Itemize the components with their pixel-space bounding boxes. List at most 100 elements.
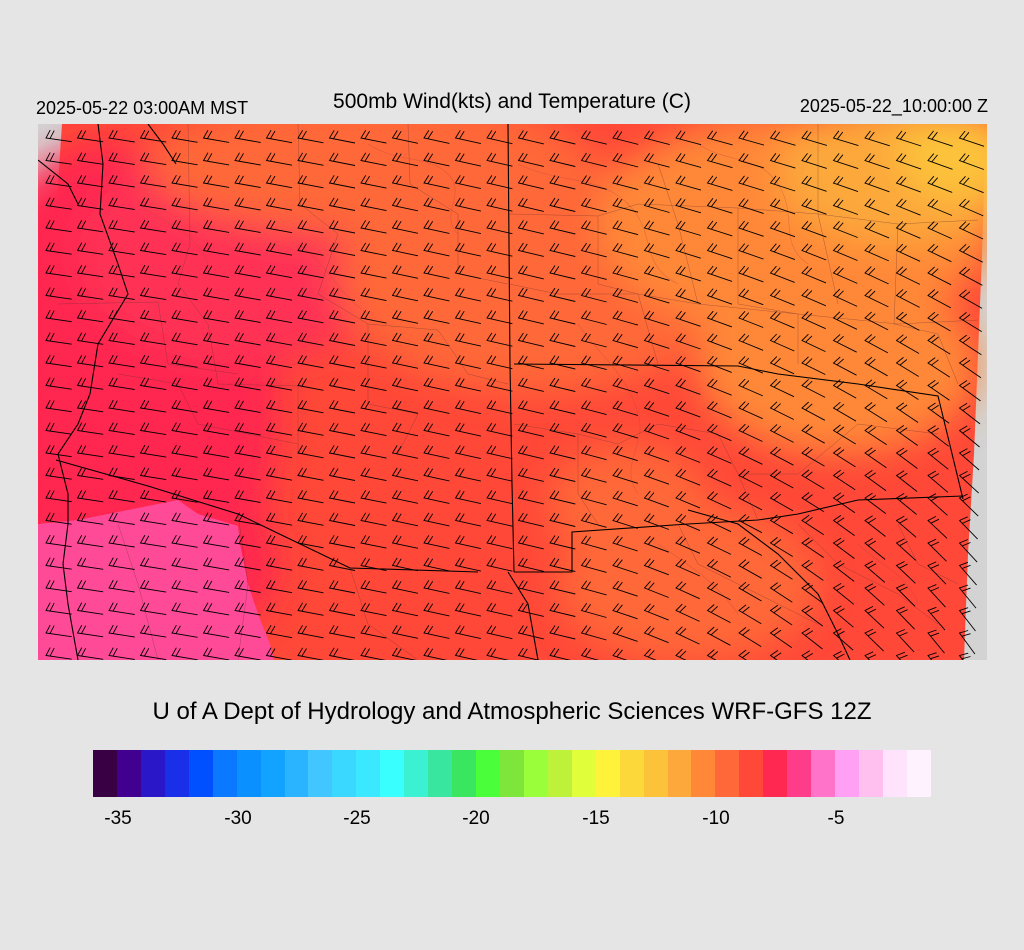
wind-barb: [139, 624, 167, 638]
wind-barb: [580, 377, 607, 393]
wind-barb: [108, 354, 135, 368]
wind-barb: [108, 377, 135, 390]
wind-barb: [832, 379, 857, 399]
wind-barb: [486, 535, 513, 550]
wind-barb: [328, 535, 356, 549]
wind-barb: [45, 444, 72, 458]
wind-barb: [108, 467, 135, 480]
wind-barb: [643, 197, 670, 213]
wind-barb: [801, 311, 826, 330]
wind-barb: [486, 602, 513, 617]
wind-barb: [265, 557, 293, 571]
wind-barb: [265, 219, 293, 234]
wind-barb: [706, 130, 733, 146]
wind-barb: [517, 287, 544, 302]
wind-barb: [202, 197, 230, 211]
colorbar-swatch: [859, 750, 883, 797]
wind-barb: [202, 354, 230, 368]
wind-barb: [76, 332, 104, 345]
wind-barb: [643, 243, 670, 259]
wind-barb: [108, 579, 135, 593]
wind-barb: [171, 152, 198, 166]
wind-barb: [297, 580, 324, 594]
wind-barb: [234, 197, 261, 211]
wind-barb: [234, 602, 261, 616]
wind-barb: [360, 287, 387, 302]
wind-barb: [675, 558, 700, 577]
wind-barb: [108, 174, 135, 188]
wind-barb: [549, 580, 576, 595]
wind-barb: [832, 469, 856, 491]
wind-barb: [612, 513, 638, 529]
wind-barb: [108, 264, 135, 278]
wind-barb: [580, 467, 607, 483]
wind-barb: [391, 220, 419, 234]
wind-barb: [171, 309, 198, 323]
wind-barb: [454, 197, 481, 212]
wind-barb: [486, 625, 513, 640]
wind-barb: [864, 628, 884, 652]
wind-barb: [234, 512, 261, 526]
wind-barb: [864, 470, 887, 492]
wind-barb: [486, 220, 513, 235]
wind-barb: [171, 174, 198, 188]
border-sonora-chihuahua: [507, 571, 539, 660]
wind-barb: [486, 287, 513, 302]
wind-barb: [643, 625, 669, 644]
wind-barb: [706, 626, 731, 646]
wind-barb: [45, 489, 72, 503]
wind-barb: [549, 265, 576, 280]
wind-barb: [580, 602, 607, 618]
wind-barb: [706, 175, 733, 191]
wind-barb: [706, 581, 731, 601]
wind-barb: [517, 557, 544, 572]
wind-barb: [171, 287, 198, 301]
wind-barb: [832, 560, 855, 582]
wind-barb: [895, 311, 920, 331]
wind-barb: [769, 311, 795, 329]
wind-barb: [139, 152, 167, 166]
wind-barb: [108, 512, 135, 525]
wind-barb: [454, 265, 481, 280]
wind-barb: [958, 198, 984, 217]
wind-barb: [643, 355, 670, 372]
wind-barb: [171, 647, 198, 660]
wind-barb: [297, 467, 324, 481]
wind-barb: [76, 512, 104, 525]
wind-barb: [832, 220, 858, 238]
wind-barb: [360, 512, 387, 527]
wind-barb: [801, 605, 824, 627]
field-peak-ne: [898, 124, 987, 199]
wind-barb: [643, 220, 670, 236]
wind-barb: [801, 266, 827, 284]
wind-barb: [328, 130, 356, 144]
wind-barb: [234, 377, 261, 391]
wind-barb: [454, 557, 481, 572]
wind-barb: [360, 647, 386, 660]
field-warm-texas: [548, 444, 708, 564]
wind-barb: [675, 333, 701, 350]
wind-barb: [360, 355, 387, 369]
wind-barb: [265, 287, 293, 301]
wind-barb: [706, 288, 733, 305]
wind-barb: [643, 445, 670, 463]
wind-barb: [265, 174, 293, 189]
wind-barb: [643, 603, 669, 621]
border-nm-texas: [513, 363, 964, 500]
wind-barb: [895, 266, 921, 285]
wind-barb: [801, 627, 823, 650]
wind-barb: [549, 355, 576, 370]
wind-barb: [895, 561, 916, 584]
wind-barb: [706, 378, 732, 396]
wind-barb: [769, 288, 795, 306]
wind-barb: [234, 219, 261, 233]
wind-barb: [958, 630, 976, 655]
wind-barb: [675, 355, 701, 373]
wind-barb: [738, 310, 764, 328]
wind-barb: [202, 174, 230, 188]
wind-barb: [423, 242, 450, 257]
wind-barb: [580, 625, 607, 641]
wind-barb: [391, 265, 419, 279]
wind-barb: [423, 197, 450, 212]
wind-barb: [738, 288, 764, 306]
